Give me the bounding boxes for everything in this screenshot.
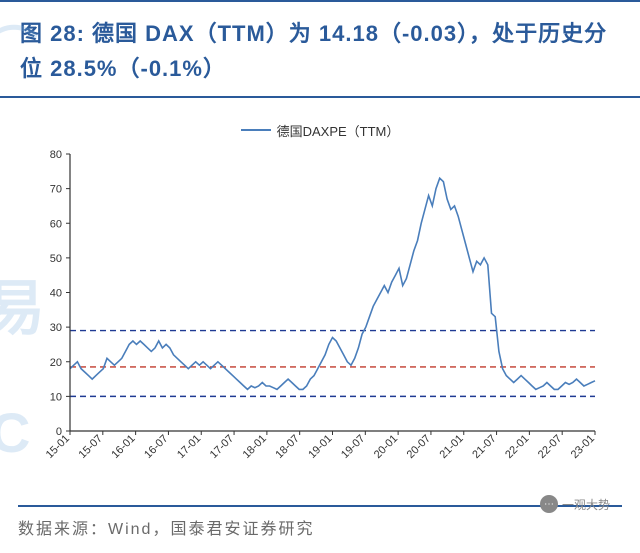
svg-text:21-01: 21-01 xyxy=(437,433,465,461)
svg-text:22-01: 22-01 xyxy=(503,433,531,461)
svg-text:17-07: 17-07 xyxy=(208,433,236,461)
chart-area: 德国DAXPE（TTM） 0102030405060708015-0115-07… xyxy=(0,98,640,499)
svg-text:20-07: 20-07 xyxy=(405,433,433,461)
wechat-badge: ⋯ 一观大势 xyxy=(540,495,610,513)
svg-text:19-01: 19-01 xyxy=(306,433,334,461)
svg-text:19-07: 19-07 xyxy=(339,433,367,461)
svg-text:80: 80 xyxy=(50,149,62,161)
svg-text:50: 50 xyxy=(50,253,62,265)
svg-text:18-01: 18-01 xyxy=(241,433,269,461)
legend-swatch xyxy=(241,129,271,131)
svg-text:20-01: 20-01 xyxy=(372,433,400,461)
chart-title: 图 28: 德国 DAX（TTM）为 14.18（-0.03），处于历史分位 2… xyxy=(20,16,620,86)
data-source: 数据来源：Wind，国泰君安证券研究 xyxy=(18,505,622,539)
svg-text:70: 70 xyxy=(50,184,62,196)
svg-text:15-07: 15-07 xyxy=(77,433,105,461)
svg-text:17-01: 17-01 xyxy=(175,433,203,461)
chart-title-block: 图 28: 德国 DAX（TTM）为 14.18（-0.03），处于历史分位 2… xyxy=(0,0,640,98)
svg-text:18-07: 18-07 xyxy=(273,433,301,461)
svg-text:23-01: 23-01 xyxy=(569,433,597,461)
svg-text:40: 40 xyxy=(50,287,62,299)
svg-text:21-07: 21-07 xyxy=(470,433,498,461)
legend: 德国DAXPE（TTM） xyxy=(30,118,610,140)
svg-text:30: 30 xyxy=(50,322,62,334)
line-chart: 0102030405060708015-0115-0716-0116-0717-… xyxy=(30,146,610,486)
svg-text:60: 60 xyxy=(50,218,62,230)
svg-text:22-07: 22-07 xyxy=(536,433,564,461)
svg-text:20: 20 xyxy=(50,357,62,369)
legend-label: 德国DAXPE（TTM） xyxy=(277,121,400,140)
wechat-label: 一观大势 xyxy=(562,496,610,513)
svg-text:16-07: 16-07 xyxy=(142,433,170,461)
svg-text:10: 10 xyxy=(50,391,62,403)
legend-item: 德国DAXPE（TTM） xyxy=(241,121,400,140)
svg-text:16-01: 16-01 xyxy=(109,433,137,461)
wechat-icon: ⋯ xyxy=(540,495,558,513)
